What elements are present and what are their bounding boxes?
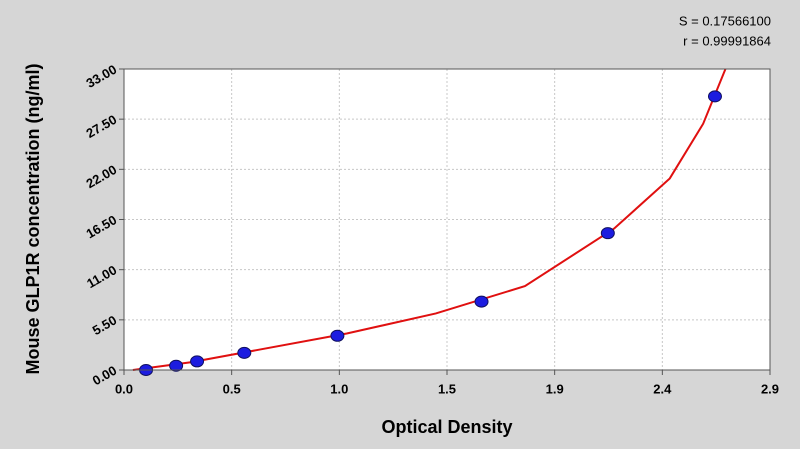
y-axis-title: Mouse GLP1R concentration (ng/ml) <box>23 63 43 374</box>
x-axis-title: Optical Density <box>381 417 512 437</box>
x-tick-label: 0.0 <box>115 381 133 396</box>
y-tick-label: 16.50 <box>84 212 120 241</box>
annotation: r = 0.99991864 <box>683 33 771 48</box>
marks <box>132 68 727 376</box>
x-tick-label: 1.5 <box>438 381 456 396</box>
y-tick-label: 22.00 <box>84 162 120 191</box>
data-point <box>330 329 345 342</box>
x-tick-label: 2.9 <box>761 381 779 396</box>
y-tick-label: 27.50 <box>84 112 120 141</box>
data-point <box>474 295 489 308</box>
x-tick-label: 0.5 <box>223 381 241 396</box>
x-tick-label: 1.9 <box>546 381 564 396</box>
data-point <box>707 90 722 103</box>
data-point <box>237 346 252 359</box>
data-point <box>190 355 205 368</box>
x-tick-label: 1.0 <box>330 381 348 396</box>
y-tick-label: 5.50 <box>90 312 119 338</box>
data-point <box>169 359 184 372</box>
plot-area <box>124 69 770 370</box>
data-point <box>600 227 615 240</box>
annotation: S = 0.17566100 <box>679 13 771 28</box>
x-tick-label: 2.4 <box>653 381 672 396</box>
y-tick-label: 33.00 <box>84 62 120 91</box>
y-tick-label: 11.00 <box>84 262 119 291</box>
